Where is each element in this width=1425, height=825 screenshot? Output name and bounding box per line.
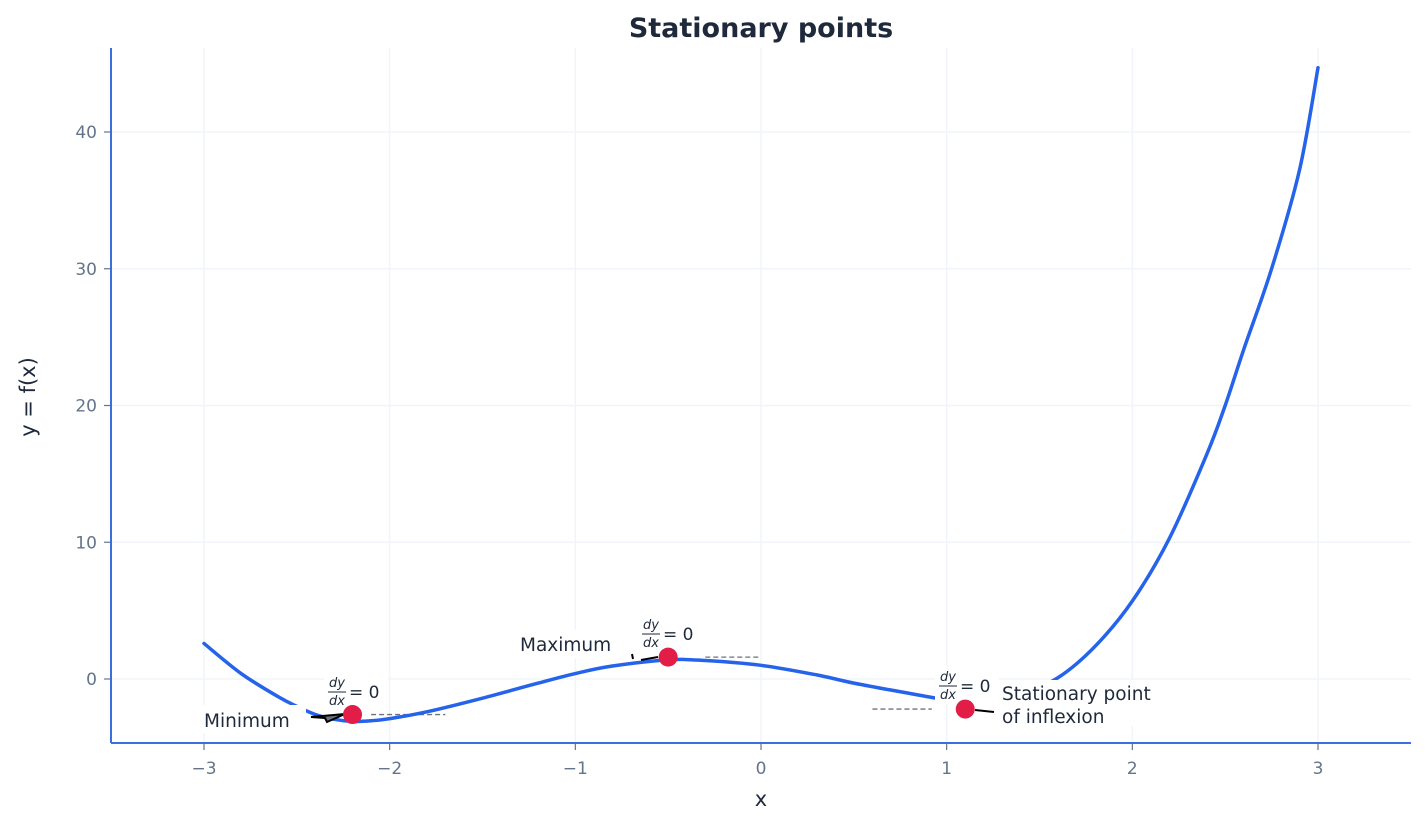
derivative-annotation: dy dx = 0 — [638, 614, 702, 652]
minimum-label: Minimum — [204, 711, 290, 732]
equals-zero: = 0 — [663, 625, 693, 645]
fraction-denominator: dx — [329, 694, 345, 709]
maximum-label: Maximum — [520, 635, 611, 656]
y-tick-label: 30 — [75, 260, 97, 280]
label-bg — [514, 630, 628, 658]
x-tick-label: −2 — [377, 759, 402, 779]
x-axis-label: x — [755, 787, 767, 811]
chart-title: Stationary points — [629, 13, 893, 44]
fraction-numerator: dy — [940, 670, 956, 685]
derivative-annotation: dy dx = 0 — [935, 666, 999, 704]
x-tick-label: −1 — [563, 759, 588, 779]
equals-zero: = 0 — [349, 683, 379, 703]
x-tick-label: −3 — [191, 759, 216, 779]
equals-zero: = 0 — [960, 677, 990, 697]
y-axis-label: y = f(x) — [16, 357, 40, 437]
annotations: Minimum dy dx = 0 Maximum dy dx = 0 Stationary p… — [198, 614, 1178, 733]
fraction-denominator: dx — [940, 688, 956, 703]
label-bg — [996, 680, 1178, 726]
inflexion-arrow — [974, 709, 995, 713]
tangent-lines — [371, 656, 932, 716]
stationary-point-markers — [343, 647, 975, 725]
annotation-bg — [324, 672, 388, 710]
grid-lines — [111, 48, 1411, 743]
x-tick-label: 1 — [941, 759, 952, 779]
stationary-point-marker — [343, 705, 363, 725]
fraction-denominator: dx — [643, 636, 659, 651]
minimum-arrow — [310, 713, 346, 724]
x-tick-label: 0 — [756, 759, 767, 779]
fraction-numerator: dy — [643, 618, 659, 633]
maximum-arrow — [631, 653, 659, 661]
y-tick-label: 10 — [75, 533, 97, 553]
fraction-numerator: dy — [329, 676, 345, 691]
label-bg — [198, 705, 306, 733]
x-tick-label: 3 — [1313, 759, 1324, 779]
x-tick-label: 2 — [1127, 759, 1138, 779]
stationary-point-marker — [955, 699, 975, 719]
inflexion-label-line1: Stationary point — [1002, 684, 1151, 705]
stationary-point-marker — [658, 647, 678, 667]
annotation-bg — [638, 614, 702, 652]
axes — [104, 48, 1411, 750]
y-tick-label: 40 — [75, 123, 97, 143]
function-curve — [202, 65, 1320, 724]
annotation-bg — [935, 666, 999, 704]
derivative-annotation: dy dx = 0 — [324, 672, 388, 710]
y-tick-label: 20 — [75, 397, 97, 417]
y-tick-label: 0 — [86, 670, 97, 690]
inflexion-label-line2: of inflexion — [1002, 707, 1104, 728]
